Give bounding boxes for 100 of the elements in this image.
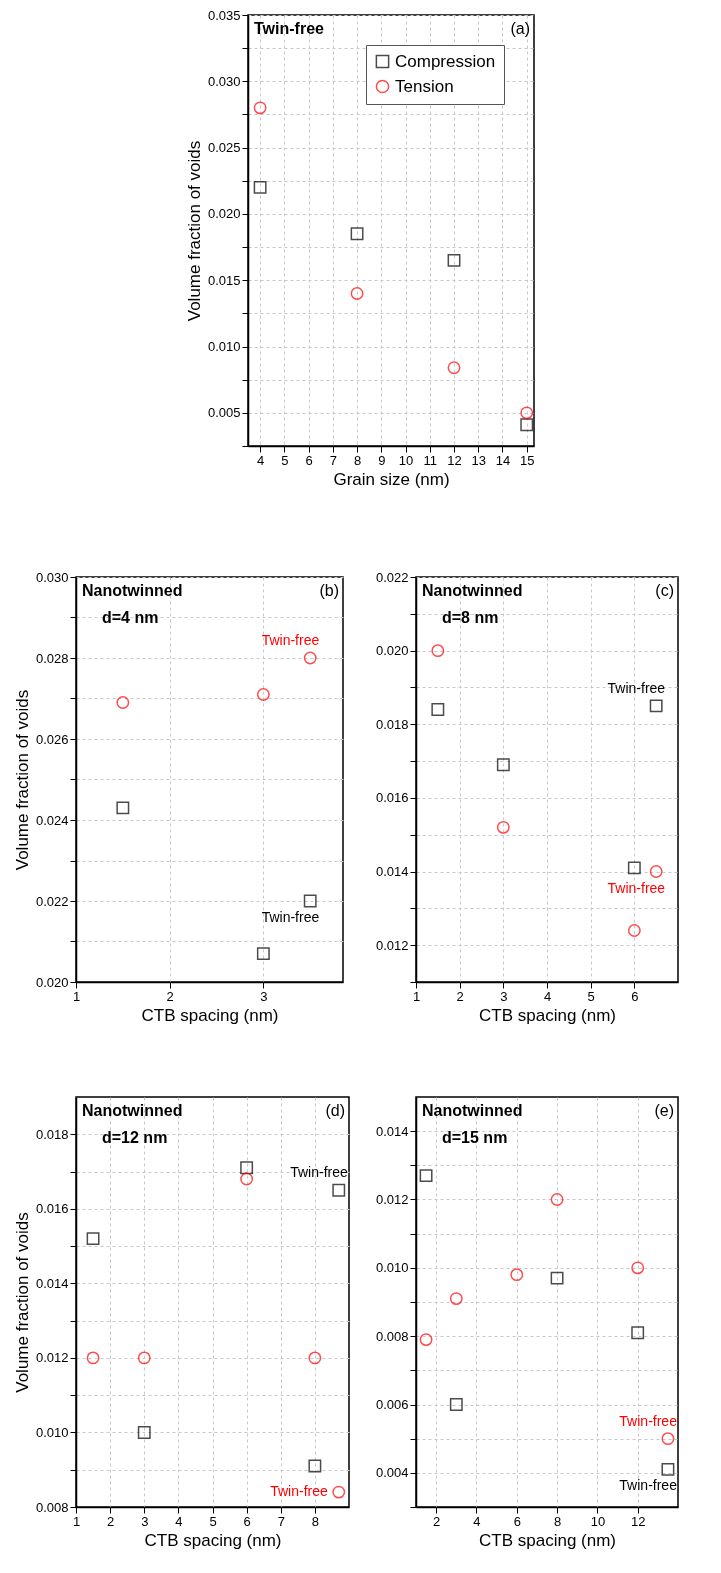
annotation: d=8 nm [442, 609, 499, 626]
annotation: (d) [325, 1102, 345, 1119]
y-tick-label: 0.018 [375, 716, 409, 732]
point [520, 406, 534, 420]
annotation: Nanotwinned [82, 582, 183, 599]
y-axis-title: Volume fraction of voids [184, 140, 204, 322]
y-tick-label: 0.018 [35, 1126, 69, 1142]
point [308, 1351, 322, 1365]
point [86, 1351, 100, 1365]
x-tick-label: 6 [631, 988, 639, 1004]
x-tick-label: 3 [500, 988, 508, 1004]
point [431, 644, 445, 658]
annotation: Twin-free [270, 1483, 328, 1500]
point [627, 861, 641, 875]
point [447, 253, 461, 267]
point [137, 1351, 151, 1365]
point [308, 1459, 322, 1473]
y-tick-label: 0.006 [375, 1397, 409, 1412]
y-tick-label: 0.012 [35, 1350, 69, 1366]
point [350, 227, 364, 241]
annotation: Twin-free [619, 1477, 678, 1494]
x-tick-label: 7 [277, 1513, 285, 1529]
x-tick-label: 5 [587, 988, 595, 1004]
x-tick-label: 2 [166, 988, 174, 1004]
y-tick-label: 0.015 [207, 272, 241, 288]
y-tick-label: 0.020 [375, 643, 409, 659]
x-tick-label: 4 [543, 988, 552, 1004]
y-tick-label: 0.028 [35, 650, 69, 666]
x-axis-title: CTB spacing (nm) [144, 1530, 282, 1550]
annotation: Twin-free [607, 879, 666, 896]
legend-label: Compression [395, 51, 496, 71]
point [332, 1183, 346, 1197]
x-tick-label: 2 [433, 1513, 441, 1529]
x-tick-label: 11 [423, 452, 438, 468]
y-tick-label: 0.010 [35, 1424, 69, 1440]
point [350, 287, 364, 300]
annotation: d=12 nm [102, 1129, 168, 1146]
point [510, 1268, 524, 1282]
y-axis-title: Volume fraction of voids [12, 1212, 32, 1393]
y-tick-label: 0.012 [375, 937, 409, 953]
x-tick-label: 4 [257, 452, 265, 468]
point [253, 180, 267, 194]
point [449, 1398, 463, 1411]
y-tick-label: 0.026 [35, 731, 69, 747]
point [253, 101, 267, 115]
annotation: Twin-free [254, 20, 325, 37]
x-tick-label: 3 [141, 1513, 149, 1529]
x-tick-label: 3 [260, 988, 268, 1004]
annotation: Nanotwinned [82, 1102, 183, 1119]
annotation: d=15 nm [442, 1129, 508, 1146]
y-tick-label: 0.030 [207, 73, 241, 89]
annotation: Nanotwinned [422, 1102, 523, 1119]
point [550, 1193, 564, 1206]
y-tick-label: 0.016 [375, 790, 409, 806]
x-tick-label: 2 [107, 1513, 115, 1529]
y-tick-label: 0.022 [35, 893, 69, 909]
point [661, 1432, 675, 1446]
annotation: Twin-free [607, 679, 666, 696]
x-axis-title: CTB spacing (nm) [141, 1005, 279, 1025]
x-axis-title: CTB spacing (nm) [479, 1005, 616, 1025]
point [256, 688, 270, 701]
x-tick-label: 1 [72, 988, 81, 1004]
x-tick-label: 6 [305, 452, 313, 468]
y-tick-label: 0.020 [35, 974, 69, 990]
point [256, 947, 270, 961]
point [419, 1169, 433, 1183]
annotation: (b) [319, 582, 339, 599]
annotation: Twin-free [261, 632, 320, 648]
x-tick-label: 14 [495, 452, 511, 468]
y-tick-label: 0.014 [375, 1123, 409, 1139]
y-tick-label: 0.008 [35, 1499, 69, 1515]
point [86, 1232, 100, 1246]
x-tick-label: 2 [456, 988, 464, 1004]
annotation: d=4 nm [102, 609, 159, 626]
x-tick-label: 5 [209, 1513, 217, 1529]
annotation: (a) [510, 20, 530, 37]
point [447, 361, 461, 375]
point [496, 820, 510, 834]
point [332, 1485, 346, 1499]
y-tick-label: 0.022 [375, 569, 409, 585]
x-tick-label: 13 [471, 452, 486, 468]
point [137, 1426, 151, 1439]
annotation: Twin-free [619, 1412, 678, 1429]
point [550, 1271, 564, 1285]
y-tick-label: 0.004 [375, 1465, 409, 1481]
y-tick-label: 0.012 [375, 1192, 409, 1207]
x-tick-label: 15 [519, 452, 535, 468]
x-tick-label: 1 [72, 1513, 81, 1529]
point [303, 651, 317, 665]
x-tick-label: 4 [175, 1513, 183, 1529]
annotation: (e) [654, 1102, 674, 1119]
x-axis-title: Grain size (nm) [333, 469, 450, 489]
x-tick-label: 10 [398, 452, 414, 468]
point [631, 1326, 645, 1340]
annotation: Nanotwinned [422, 582, 523, 599]
y-tick-label: 0.010 [207, 339, 241, 355]
x-tick-label: 7 [329, 452, 337, 468]
y-tick-label: 0.025 [207, 140, 241, 156]
y-tick-label: 0.016 [35, 1201, 69, 1217]
y-tick-label: 0.005 [207, 405, 241, 421]
